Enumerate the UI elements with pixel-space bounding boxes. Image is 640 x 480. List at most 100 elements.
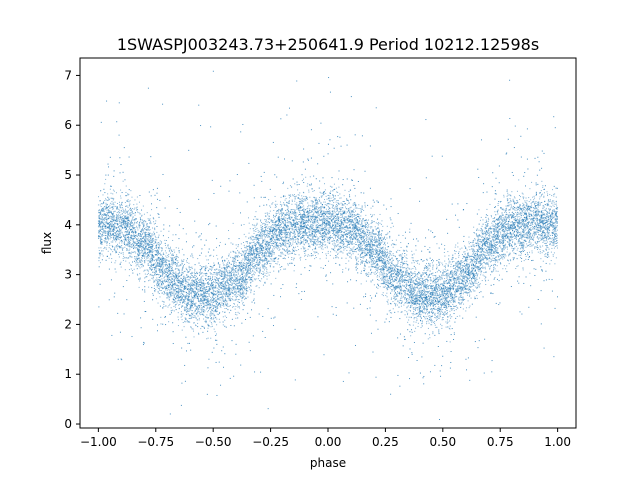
data-point: [207, 251, 209, 253]
data-point: [538, 228, 540, 230]
data-point: [177, 280, 179, 282]
data-point: [202, 298, 204, 300]
data-point: [199, 274, 200, 276]
data-point: [191, 289, 193, 291]
data-point: [368, 232, 370, 234]
data-point: [510, 221, 512, 223]
data-point: [492, 250, 494, 252]
data-point: [185, 336, 187, 338]
data-point: [408, 267, 410, 269]
data-point: [307, 248, 309, 250]
data-point: [408, 279, 410, 281]
data-point: [495, 224, 497, 226]
data-point: [374, 273, 376, 275]
data-point: [294, 253, 296, 255]
data-point: [112, 220, 114, 222]
data-point: [266, 259, 268, 261]
data-point: [443, 293, 445, 295]
data-point: [142, 223, 144, 225]
data-point: [291, 194, 293, 196]
data-point: [477, 254, 479, 256]
data-point: [250, 290, 252, 292]
data-point: [256, 239, 258, 241]
data-point: [317, 221, 319, 223]
data-point: [241, 254, 243, 256]
data-point: [106, 211, 108, 213]
data-point: [142, 222, 144, 224]
data-point: [156, 250, 158, 252]
data-point: [405, 301, 407, 303]
data-point: [242, 297, 244, 299]
data-point: [150, 247, 152, 249]
data-point: [329, 232, 331, 234]
data-point: [424, 279, 426, 281]
data-point: [263, 196, 265, 198]
data-point: [353, 223, 355, 225]
data-point: [508, 263, 510, 265]
data-point: [207, 327, 209, 329]
data-point: [204, 244, 206, 246]
data-point: [546, 191, 548, 193]
data-point: [243, 286, 245, 288]
data-point: [365, 273, 367, 275]
data-point: [346, 253, 348, 255]
data-point: [523, 228, 525, 230]
data-point: [461, 299, 463, 301]
data-point: [153, 218, 155, 220]
data-point: [487, 246, 489, 248]
data-point: [390, 206, 392, 208]
data-point: [553, 116, 555, 118]
data-point: [278, 212, 280, 214]
data-point: [551, 290, 553, 292]
data-point: [307, 219, 309, 221]
data-point: [223, 270, 225, 272]
data-point: [323, 201, 325, 203]
data-point: [373, 201, 375, 203]
data-point: [292, 239, 294, 241]
data-point: [371, 259, 373, 261]
data-point: [114, 201, 116, 203]
data-point: [320, 267, 322, 269]
data-point: [376, 241, 378, 243]
data-point: [309, 214, 311, 216]
data-point: [468, 270, 470, 272]
data-point: [223, 305, 225, 307]
data-point: [129, 200, 131, 202]
data-point: [236, 280, 238, 282]
data-point: [352, 203, 354, 205]
data-point: [461, 269, 463, 271]
data-point: [287, 221, 289, 223]
data-point: [100, 210, 102, 212]
data-point: [271, 258, 273, 260]
data-point: [556, 205, 558, 207]
data-point: [511, 233, 513, 235]
data-point: [331, 230, 333, 232]
data-point: [397, 287, 399, 289]
data-point: [408, 324, 410, 326]
data-point: [205, 297, 207, 299]
data-point: [416, 276, 418, 278]
data-point: [368, 230, 370, 232]
data-point: [237, 295, 239, 297]
data-point: [353, 307, 355, 309]
data-point: [407, 290, 409, 292]
data-point: [124, 202, 126, 204]
data-point: [414, 313, 416, 315]
data-point: [454, 299, 456, 301]
data-point: [269, 239, 271, 241]
data-point: [271, 235, 272, 237]
data-point: [188, 295, 190, 297]
data-point: [423, 268, 425, 270]
data-point: [185, 307, 187, 309]
data-point: [376, 250, 378, 252]
data-point: [316, 203, 318, 205]
data-point: [365, 238, 367, 240]
data-point: [285, 209, 287, 211]
data-point: [261, 180, 263, 182]
data-point: [227, 261, 229, 263]
data-point: [206, 296, 208, 298]
data-point: [375, 265, 377, 267]
data-point: [293, 231, 295, 233]
data-point: [499, 242, 501, 244]
data-point: [266, 246, 268, 248]
